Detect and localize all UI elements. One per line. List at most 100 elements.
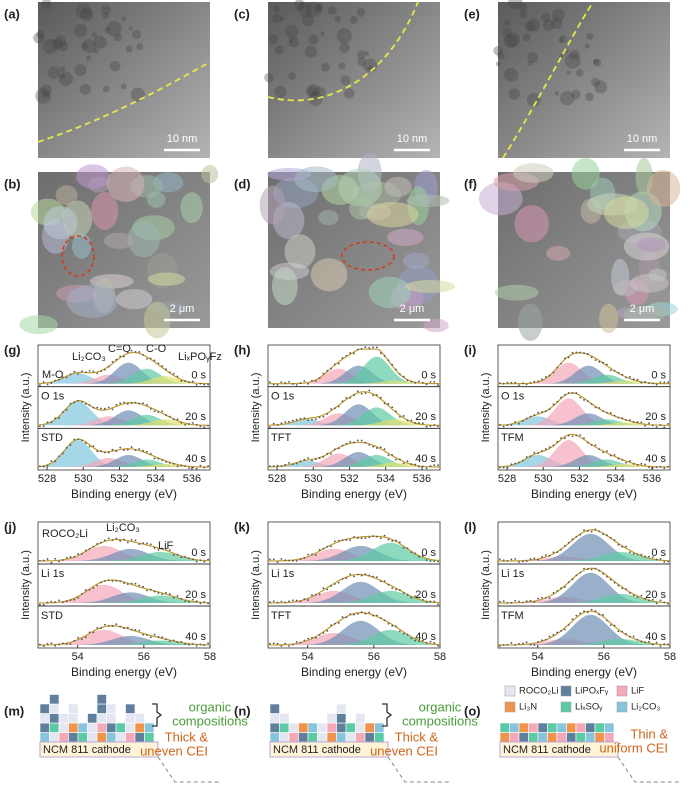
raw-point [345, 539, 348, 541]
raw-point [295, 640, 298, 643]
raw-point [299, 460, 302, 463]
cei-block [288, 722, 299, 733]
cei-block [575, 732, 586, 743]
raw-point [58, 455, 60, 458]
texture [569, 49, 580, 60]
raw-point [115, 450, 118, 452]
tem-image [268, 2, 440, 158]
raw-point [61, 376, 64, 379]
texture [121, 16, 126, 22]
raw-point [617, 416, 620, 419]
texture [558, 37, 564, 43]
raw-point [322, 372, 325, 375]
raw-point [651, 382, 654, 385]
raw-point [563, 437, 566, 440]
raw-point [602, 572, 605, 575]
raw-point [602, 613, 605, 616]
raw-point [655, 558, 658, 561]
raw-point [560, 362, 562, 365]
raw-point [134, 582, 137, 585]
raw-point [180, 641, 183, 643]
raw-point [341, 539, 344, 542]
texture [54, 35, 67, 48]
raw-point [521, 382, 524, 385]
element-label: O 1s [271, 391, 295, 403]
x-axis-label: Binding energy (eV) [531, 665, 637, 679]
raw-point [115, 403, 118, 406]
raw-point [414, 463, 417, 466]
texture [559, 53, 564, 59]
cathode [39, 741, 159, 758]
raw-point [632, 594, 635, 597]
raw-point [161, 593, 164, 596]
raw-point [326, 413, 329, 415]
x-axis-label: Binding energy (eV) [301, 487, 407, 501]
raw-point [284, 601, 287, 604]
raw-point [134, 628, 137, 631]
raw-point [184, 424, 187, 426]
texture [79, 83, 91, 95]
raw-point [134, 539, 137, 542]
grain [55, 185, 78, 206]
texture [526, 92, 541, 107]
raw-point [149, 588, 152, 591]
raw-point [625, 545, 627, 548]
raw-point [353, 352, 355, 355]
raw-point [556, 551, 559, 554]
texture [524, 21, 536, 32]
scale-text: 10 nm [627, 133, 658, 145]
raw-point [525, 641, 528, 644]
texture [36, 30, 45, 39]
legend-swatch [560, 685, 572, 697]
raw-point [521, 601, 524, 604]
organic-label: compositions [402, 713, 478, 728]
x-tick-label: 532 [340, 473, 358, 485]
raw-point [368, 536, 371, 539]
raw-point [655, 602, 658, 605]
raw-point [429, 600, 432, 603]
x-tick-label: 528 [498, 473, 516, 485]
raw-point [425, 467, 428, 470]
x-tick-label: 528 [268, 473, 286, 485]
raw-point [168, 640, 171, 643]
raw-point [42, 559, 45, 562]
raw-point [39, 384, 41, 386]
raw-point [421, 465, 424, 468]
raw-point [433, 464, 436, 467]
raw-point [606, 363, 608, 366]
raw-point [191, 643, 194, 645]
grain [338, 168, 383, 207]
raw-point [651, 598, 654, 601]
legend-swatch [616, 685, 628, 697]
raw-point [50, 382, 53, 385]
raw-point [39, 465, 41, 468]
texture [502, 27, 512, 38]
raw-point [406, 419, 409, 422]
raw-point [337, 581, 340, 584]
fit-component [268, 581, 440, 603]
cei-block [298, 732, 309, 743]
raw-point [311, 379, 313, 382]
raw-point [379, 537, 382, 540]
species-label: Li₂CO₃ [106, 522, 140, 534]
raw-point [621, 373, 624, 376]
raw-point [345, 442, 348, 445]
texture [566, 70, 571, 75]
raw-point [345, 354, 348, 357]
grain [180, 192, 203, 224]
cei-block [279, 732, 290, 743]
raw-point [648, 382, 650, 384]
raw-point [96, 406, 99, 409]
grain [518, 303, 543, 342]
raw-point [199, 643, 202, 646]
raw-point [613, 369, 616, 372]
cei-block [39, 722, 50, 733]
raw-point [617, 584, 620, 587]
raw-point [191, 380, 194, 383]
raw-point [659, 465, 662, 468]
raw-point [311, 553, 313, 556]
texture [564, 53, 581, 69]
raw-point [628, 592, 631, 594]
cei-block [49, 703, 60, 714]
raw-point [655, 466, 658, 469]
